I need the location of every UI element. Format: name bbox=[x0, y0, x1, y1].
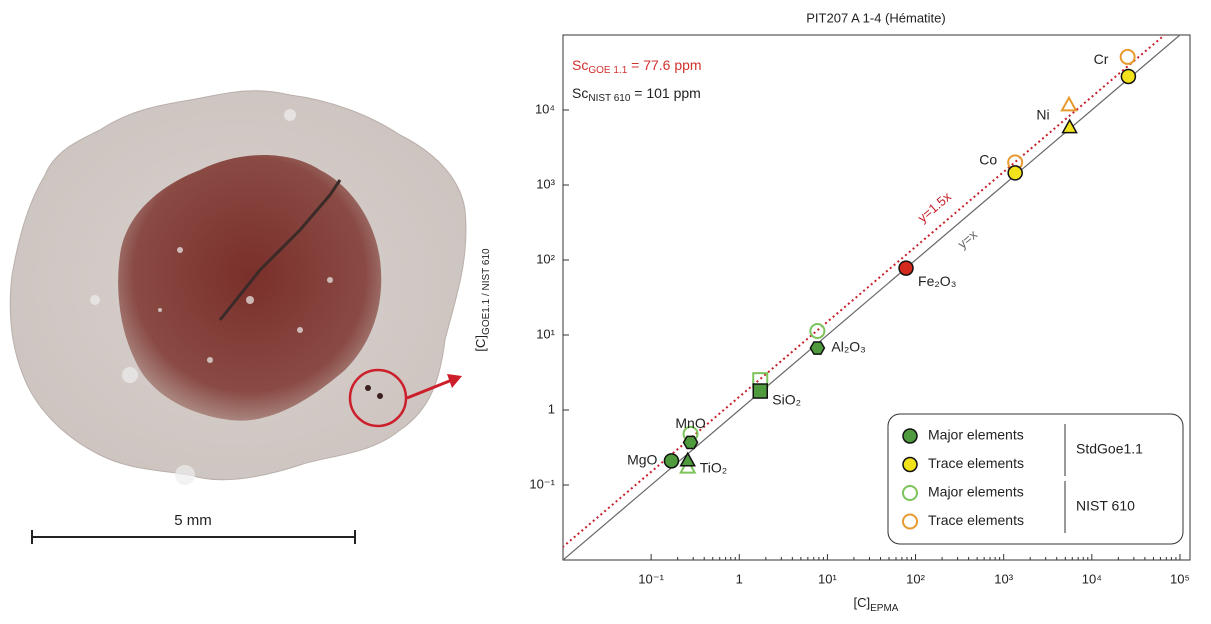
y-tick-label: 10¹ bbox=[536, 326, 555, 341]
y-tick-label: 10² bbox=[536, 251, 555, 266]
specimen-photo: 5 mm bbox=[9, 90, 467, 544]
point bbox=[679, 451, 696, 467]
point bbox=[1119, 48, 1136, 65]
y-tick-label: 1 bbox=[548, 401, 555, 416]
point-label: Cr bbox=[1094, 51, 1109, 67]
point-label: MgO bbox=[627, 452, 657, 468]
point bbox=[1060, 95, 1078, 112]
x-tick-label: 10³ bbox=[994, 571, 1013, 586]
x-tick-label: 10⁴ bbox=[1082, 571, 1102, 586]
x-axis-label: [C]EPMA bbox=[854, 595, 899, 613]
point-label: MnO bbox=[675, 415, 705, 431]
annotation: ScGOE 1.1 = 77.6 ppm bbox=[572, 57, 702, 76]
chart-title: PIT207 A 1-4 (Hématite) bbox=[806, 10, 945, 25]
y-tick-label: 10⁴ bbox=[535, 101, 555, 116]
annotation-sub: NIST 610 bbox=[588, 93, 630, 104]
point-label: Fe₂O₃ bbox=[918, 273, 956, 289]
point bbox=[902, 513, 918, 530]
point bbox=[902, 456, 918, 473]
legend-box bbox=[887, 413, 1184, 545]
legend-label: Major elements bbox=[928, 427, 1024, 443]
plot-frame bbox=[562, 34, 1191, 561]
point bbox=[902, 485, 918, 501]
reference-line-label: y=x bbox=[955, 226, 981, 251]
reference-line bbox=[563, 35, 1166, 549]
point-label: Al₂O₃ bbox=[831, 339, 865, 355]
point bbox=[898, 260, 914, 276]
point bbox=[1120, 68, 1137, 85]
point bbox=[809, 323, 826, 340]
x-tick-label: 10¹ bbox=[818, 571, 837, 586]
x-label-main: [C] bbox=[854, 595, 871, 610]
point-label: Co bbox=[979, 152, 997, 168]
x-tick-label: 10⁵ bbox=[1170, 571, 1190, 586]
annotation-tail: = 101 ppm bbox=[630, 85, 700, 101]
scale-label: 5 mm bbox=[174, 512, 212, 529]
point-label: SiO₂ bbox=[772, 392, 801, 408]
point bbox=[902, 428, 918, 444]
legend-label: Trace elements bbox=[928, 455, 1024, 471]
point-label: Ni bbox=[1036, 106, 1049, 122]
point bbox=[752, 383, 769, 399]
point bbox=[1061, 118, 1078, 134]
y-label-sub: GOE1.1 / NIST 610 bbox=[481, 248, 492, 335]
x-tick-label: 1 bbox=[736, 571, 743, 586]
point bbox=[682, 435, 699, 450]
y-label-main: [C] bbox=[473, 335, 488, 352]
x-tick-label: 10⁻¹ bbox=[638, 571, 664, 586]
point bbox=[809, 341, 826, 355]
point bbox=[663, 453, 680, 469]
x-label-sub: EPMA bbox=[870, 603, 899, 614]
annotation-main: Sc bbox=[572, 85, 588, 101]
y-tick-label: 10⁻¹ bbox=[529, 476, 555, 491]
annotation: ScNIST 610 = 101 ppm bbox=[572, 85, 701, 104]
legend-group-label: NIST 610 bbox=[1076, 498, 1135, 514]
y-axis-label: [C]GOE1.1 / NIST 610 bbox=[473, 248, 491, 352]
legend-group-label: StdGoe1.1 bbox=[1076, 441, 1143, 457]
point-label: TiO₂ bbox=[700, 460, 727, 476]
legend-label: Trace elements bbox=[928, 512, 1024, 528]
annotation-sub: GOE 1.1 bbox=[588, 65, 627, 76]
annotation-main: Sc bbox=[572, 57, 588, 73]
legend-label: Major elements bbox=[928, 484, 1024, 500]
point bbox=[1007, 165, 1023, 181]
x-tick-label: 10² bbox=[906, 571, 925, 586]
y-tick-label: 10³ bbox=[536, 176, 555, 191]
annotation-tail: = 77.6 ppm bbox=[627, 57, 701, 73]
